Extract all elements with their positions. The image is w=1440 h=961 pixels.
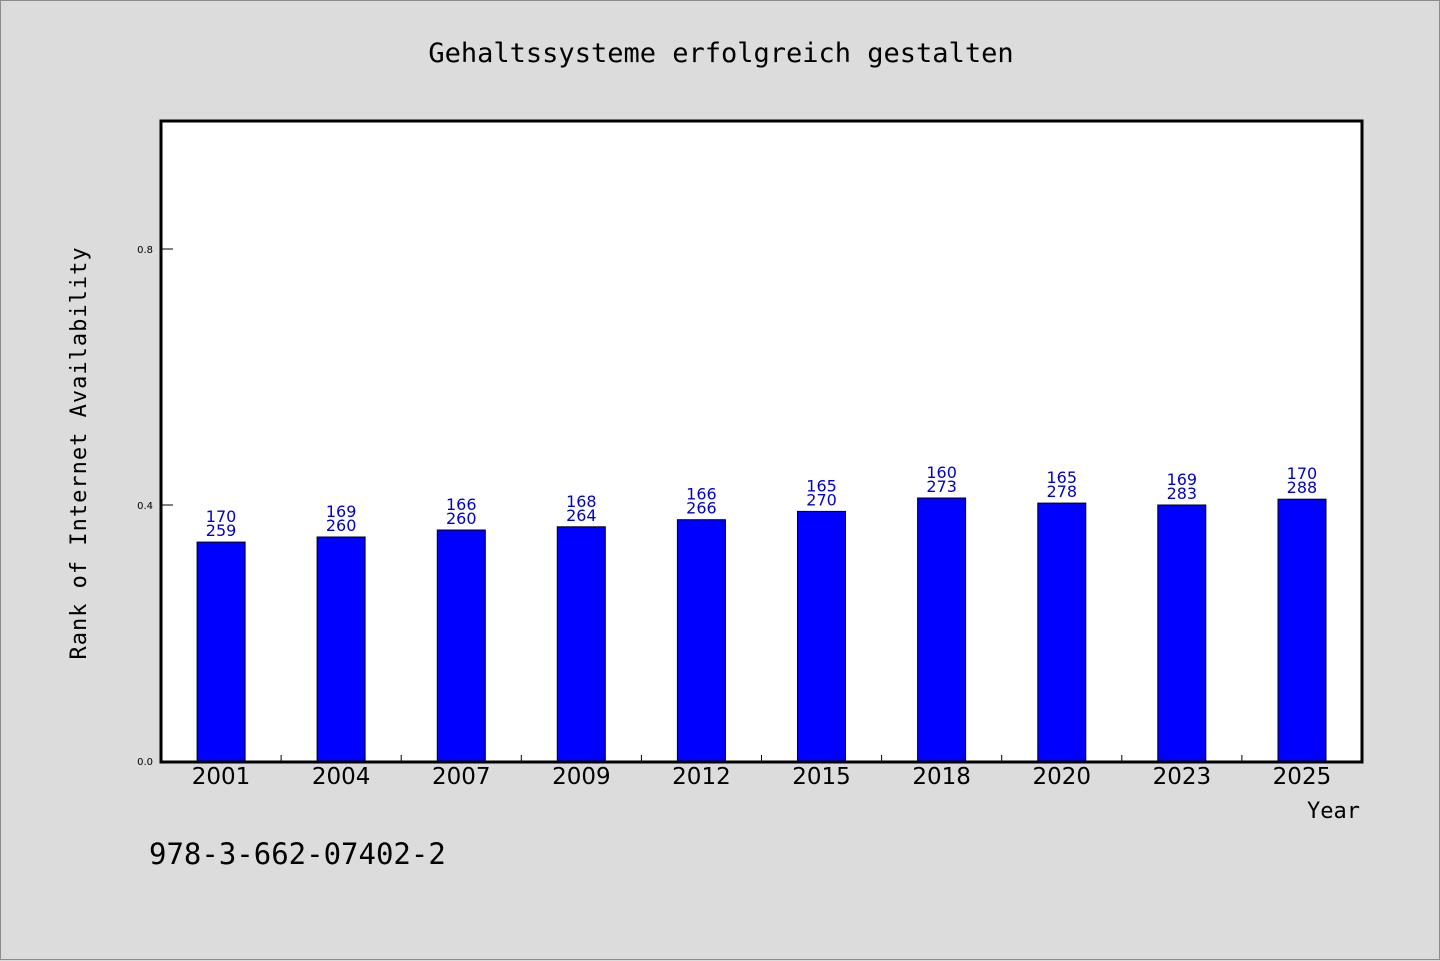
bar-label-upper-2004: 169 [326, 502, 357, 521]
bar-label-upper-2001: 170 [206, 507, 237, 526]
chart-title: Gehaltssysteme erfolgreich gestalten [428, 38, 1013, 69]
bars [196, 497, 1327, 762]
x-tick-label-2004: 2004 [312, 764, 371, 790]
bar-2018 [917, 497, 967, 762]
bar-label-lower-2009: 264 [566, 506, 597, 525]
bar-label-upper-2025: 170 [1287, 464, 1318, 483]
x-axis-ticks: 2001 2004 2007 2009 2012 2015 2018 2020 2023 2025 [192, 755, 1331, 790]
bar-label-lower-2025: 288 [1287, 478, 1318, 497]
bar-label-upper-2007: 166 [446, 495, 477, 514]
y-axis-label: Rank of Internet Availability [67, 246, 92, 659]
bar-2004 [316, 536, 366, 762]
bar-2007 [436, 529, 486, 762]
bar-2015 [797, 510, 846, 762]
x-tick-label-2009: 2009 [552, 764, 611, 790]
bar-label-lower-2018: 273 [926, 477, 957, 496]
x-axis-label: Year [1307, 799, 1360, 824]
bar-2012 [676, 519, 726, 762]
x-tick-label-2018: 2018 [912, 764, 971, 790]
x-tick-label-2023: 2023 [1153, 764, 1212, 790]
bar-label-upper-2020: 165 [1046, 468, 1077, 487]
bar-2025 [1277, 498, 1327, 762]
bar-2001 [196, 541, 246, 762]
bar-label-upper-2018: 160 [926, 463, 957, 482]
bar-label-lower-2001: 259 [206, 521, 237, 540]
bar-label-upper-2023: 169 [1167, 470, 1198, 489]
bar-label-upper-2012: 166 [686, 485, 717, 504]
isbn-text: 978-3-662-07402-2 [149, 837, 446, 871]
x-tick-label-2012: 2012 [672, 764, 731, 790]
x-tick-label-2001: 2001 [192, 764, 251, 790]
y-tick-label: 0.8 [137, 245, 153, 256]
x-tick-label-2007: 2007 [432, 764, 491, 790]
bar-label-lower-2023: 283 [1167, 484, 1198, 503]
bar-label-lower-2004: 260 [326, 516, 357, 535]
bar-label-upper-2009: 168 [566, 492, 597, 511]
bar-label-upper-2015: 165 [806, 476, 837, 495]
y-tick-label: 0.0 [137, 757, 153, 768]
bar-label-lower-2020: 278 [1046, 482, 1077, 501]
bar-2023 [1157, 504, 1207, 762]
bar-label-lower-2015: 270 [806, 490, 837, 509]
bar-2020 [1037, 502, 1087, 762]
bar-label-lower-2007: 260 [446, 509, 477, 528]
x-tick-label-2020: 2020 [1032, 764, 1091, 790]
bar-labels: 1702591692601662601682641662661652701602… [206, 463, 1317, 540]
y-tick-label: 0.4 [137, 501, 153, 512]
plot-border [159, 119, 1364, 764]
x-tick-label-2015: 2015 [792, 764, 851, 790]
x-tick-label-2025: 2025 [1273, 764, 1332, 790]
bar-label-lower-2012: 266 [686, 499, 717, 518]
bar-2009 [556, 526, 606, 762]
